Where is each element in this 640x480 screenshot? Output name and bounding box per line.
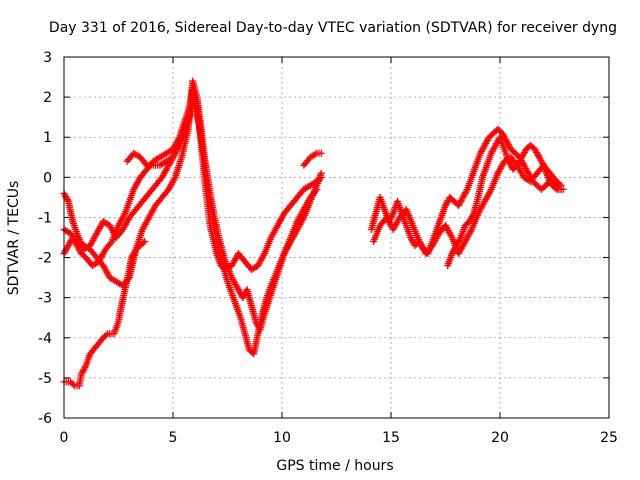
data-point <box>469 211 477 219</box>
y-tick-label: -2 <box>38 251 52 267</box>
x-tick-label: 15 <box>382 430 400 446</box>
data-point <box>81 363 89 371</box>
data-point <box>556 180 564 188</box>
y-tick-label: -4 <box>38 331 52 347</box>
data-point <box>539 160 547 168</box>
data-point <box>551 184 559 192</box>
data-point <box>141 238 149 246</box>
data-series-9 <box>444 133 565 270</box>
data-point <box>102 331 110 339</box>
grid-lines <box>64 57 609 418</box>
data-series-1 <box>60 238 149 390</box>
x-axis-label: GPS time / hours <box>276 458 393 474</box>
data-point <box>557 185 565 193</box>
data-point <box>124 275 132 283</box>
data-point <box>69 381 77 389</box>
x-tick-label: 20 <box>491 430 509 446</box>
y-tick-label: 1 <box>43 130 52 146</box>
y-axis-label: SDTVAR / TECUs <box>6 181 22 296</box>
data-series-6 <box>300 149 325 169</box>
data-point <box>107 239 115 247</box>
data-point <box>317 169 325 177</box>
data-series-5 <box>123 101 197 169</box>
y-tick-label: -6 <box>38 411 52 427</box>
data-point <box>311 150 319 158</box>
plot-frame <box>63 56 610 419</box>
data-point <box>317 149 325 157</box>
x-tick-label: 10 <box>273 430 291 446</box>
y-tick-label: -3 <box>38 291 52 307</box>
data-point <box>139 239 147 247</box>
data-point <box>456 235 464 243</box>
x-tick-label: 25 <box>600 430 618 446</box>
x-tick-label: 5 <box>169 430 178 446</box>
data-markers <box>60 77 567 390</box>
y-tick-label: 2 <box>43 90 52 106</box>
chart-title: Day 331 of 2016, Sidereal Day-to-day VTE… <box>49 20 617 36</box>
data-point <box>313 185 321 193</box>
y-tick-label: 0 <box>43 170 52 186</box>
data-point <box>388 211 396 219</box>
y-tick-label: -1 <box>38 210 52 226</box>
axis-ticks: 0 5 10 15 20 25 -6 -5 -4 -3 -2 -1 0 1 2 3 <box>38 50 618 446</box>
data-series-4 <box>60 93 321 334</box>
data-point <box>312 187 320 195</box>
y-tick-label: 3 <box>43 50 52 66</box>
x-tick-label: 0 <box>60 430 69 446</box>
data-point <box>189 101 197 109</box>
data-point <box>63 196 71 204</box>
data-point <box>142 160 150 168</box>
y-tick-label: -5 <box>38 371 52 387</box>
data-point <box>462 187 470 195</box>
